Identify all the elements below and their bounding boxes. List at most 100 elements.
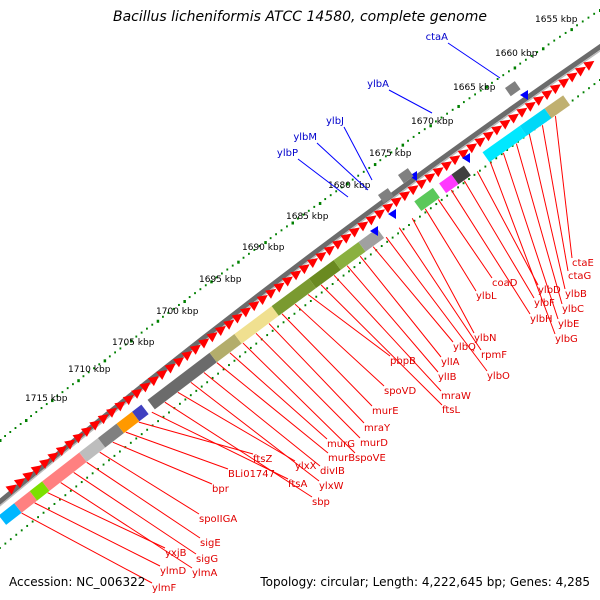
gene-arrow bbox=[432, 167, 444, 178]
gene-arrow bbox=[466, 143, 478, 154]
gene-arrow bbox=[541, 90, 553, 100]
tick-mark bbox=[59, 498, 61, 501]
gene-block bbox=[308, 260, 341, 289]
gene-label: rpmF bbox=[481, 350, 507, 361]
tick-mark bbox=[77, 379, 80, 383]
tick-mark bbox=[72, 383, 74, 386]
tick-mark bbox=[502, 74, 505, 77]
tick-mark bbox=[324, 198, 327, 201]
tick-mark bbox=[581, 20, 584, 23]
tick-mark bbox=[435, 203, 438, 206]
label-leader-line bbox=[343, 126, 373, 181]
tick-mark bbox=[91, 472, 94, 475]
tick-mark bbox=[135, 437, 138, 440]
tick-mark bbox=[195, 389, 198, 392]
tick-mark bbox=[359, 261, 361, 264]
topology-text: Topology: circular; Length: 4,222,645 bp… bbox=[260, 575, 590, 589]
tick-mark bbox=[242, 256, 245, 259]
label-leader-line bbox=[190, 381, 320, 482]
tick-mark bbox=[64, 494, 67, 497]
label-leader-line bbox=[307, 294, 391, 357]
tick-mark bbox=[440, 116, 443, 119]
tick-mark bbox=[37, 516, 39, 519]
tick-mark bbox=[318, 201, 322, 205]
tick-mark bbox=[194, 292, 196, 295]
tick-mark bbox=[331, 283, 334, 286]
gene-arrow bbox=[55, 445, 67, 456]
gene-arrow bbox=[516, 107, 528, 118]
gene-arrow bbox=[139, 382, 151, 393]
tick-mark bbox=[9, 431, 12, 434]
gene-arrow-blue bbox=[520, 90, 528, 100]
gene-arrow bbox=[214, 326, 226, 336]
gene-arrow bbox=[106, 407, 118, 418]
tick-mark bbox=[20, 529, 23, 532]
tick-mark bbox=[479, 89, 482, 92]
tick-mark bbox=[51, 399, 54, 403]
tick-mark bbox=[391, 236, 394, 239]
tick-mark bbox=[496, 77, 499, 80]
label-leader-line bbox=[411, 217, 475, 334]
tick-mark bbox=[98, 363, 101, 366]
tick-label: 1680 kbp bbox=[328, 181, 371, 191]
tick-mark bbox=[506, 148, 509, 151]
tick-mark bbox=[129, 441, 132, 444]
gene-arrow bbox=[457, 149, 469, 160]
tick-mark bbox=[593, 12, 596, 15]
tick-mark bbox=[189, 394, 192, 397]
tick-mark bbox=[335, 190, 338, 193]
tick-mark bbox=[231, 264, 234, 267]
gene-arrow bbox=[533, 95, 545, 106]
tick-mark bbox=[30, 415, 32, 418]
tick-mark bbox=[351, 178, 354, 181]
gene-arrow-blue bbox=[462, 153, 470, 163]
tick-mark bbox=[269, 237, 272, 240]
tick-mark bbox=[151, 424, 154, 427]
tick-mark bbox=[237, 260, 240, 264]
label-leader-line bbox=[450, 189, 531, 315]
tick-mark bbox=[48, 507, 50, 510]
gene-arrow bbox=[474, 137, 486, 148]
inner-gene-labels: ctaE ctaG ylbB ylbC ylbE ylbG ylbD ylbF ylbH coaD… bbox=[21, 116, 594, 594]
gene-label: ylbB bbox=[565, 289, 587, 300]
tick-mark bbox=[500, 153, 503, 156]
tick-mark bbox=[280, 229, 283, 232]
gene-label: ylbE bbox=[558, 319, 579, 330]
gene-arrow bbox=[574, 66, 586, 77]
tick-mark bbox=[418, 132, 421, 135]
tick-label: 1675 kbp bbox=[369, 149, 412, 159]
gene-arrow bbox=[449, 155, 461, 166]
tick-mark bbox=[304, 304, 307, 307]
tick-mark bbox=[423, 128, 426, 131]
tick-mark bbox=[226, 268, 229, 271]
gene-arrow bbox=[198, 338, 210, 349]
tick-mark bbox=[307, 209, 310, 212]
gene-block bbox=[79, 438, 106, 462]
gene-label: ylbD bbox=[538, 285, 561, 296]
tick-label: 1665 kbp bbox=[453, 83, 496, 93]
tick-mark bbox=[507, 70, 510, 73]
gene-block bbox=[234, 306, 279, 344]
tick-mark bbox=[42, 511, 45, 514]
gene-block bbox=[14, 491, 38, 513]
gene-arrow bbox=[147, 376, 159, 387]
label-leader-line bbox=[447, 42, 501, 79]
gene-arrow bbox=[156, 369, 168, 380]
tick-mark bbox=[239, 355, 241, 358]
tick-ring-outer bbox=[0, 9, 600, 442]
gene-arrow bbox=[181, 350, 193, 361]
gene-arrow bbox=[13, 478, 25, 489]
label-leader-line bbox=[346, 265, 439, 373]
tick-mark bbox=[4, 435, 6, 438]
tick-mark bbox=[93, 367, 95, 370]
gene-label: ylbO bbox=[487, 371, 510, 382]
tick-mark bbox=[402, 228, 405, 231]
gene-label: ctaG bbox=[568, 271, 591, 282]
gene-label: ylbA bbox=[367, 79, 389, 90]
gene-arrow bbox=[332, 239, 344, 250]
tick-mark bbox=[183, 300, 186, 304]
tick-mark bbox=[588, 87, 590, 90]
gene-arrow bbox=[239, 307, 251, 318]
label-leader-line bbox=[86, 461, 201, 539]
label-leader-line bbox=[138, 421, 254, 455]
